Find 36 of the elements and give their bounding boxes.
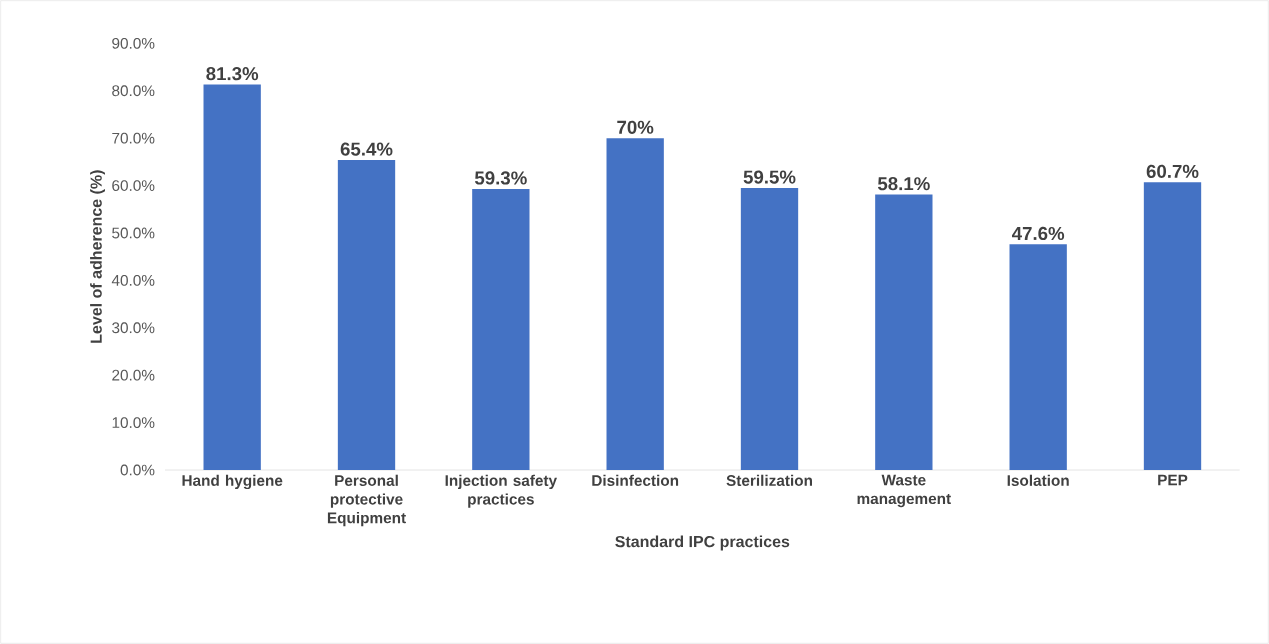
data-label: 58.1%: [877, 177, 930, 191]
y-tick-label: 10.0%: [112, 417, 155, 429]
y-tick-label: 30.0%: [112, 322, 155, 334]
x-tick-label: Personal protective Equipment: [327, 474, 406, 527]
data-label: 60.7%: [1146, 164, 1199, 178]
data-label: 59.5%: [743, 170, 796, 184]
y-tick-label: 20.0%: [112, 369, 155, 381]
y-tick-label: 50.0%: [112, 227, 155, 239]
x-tick-label: Hand hygiene: [182, 474, 283, 490]
y-tick-label: 40.0%: [111, 274, 155, 286]
data-label: 59.3%: [474, 171, 527, 185]
x-tick-label: Injection safety practices: [445, 474, 557, 508]
data-label: 81.3%: [206, 67, 259, 81]
bar: [740, 187, 799, 470]
x-tick-label: Disinfection: [592, 474, 679, 486]
data-label: 65.4%: [340, 142, 393, 156]
bar: [472, 188, 530, 470]
x-tick-label: Isolation: [1007, 474, 1069, 486]
x-tick-label: PEP: [1158, 474, 1188, 486]
y-tick-label: 0.0%: [120, 464, 155, 476]
x-axis-title: Standard IPC practices: [615, 535, 790, 551]
bar: [1009, 244, 1067, 470]
data-label: 70%: [617, 120, 654, 134]
bar: [1143, 182, 1202, 470]
bar: [337, 159, 396, 470]
x-tick-label: Sterilization: [726, 474, 812, 486]
y-axis-title: Level of adherence (%): [90, 170, 105, 343]
y-tick-label: 80.0%: [112, 85, 155, 97]
y-tick-label: 70.0%: [112, 132, 155, 144]
data-label: 47.6%: [1012, 226, 1065, 241]
bar: [875, 194, 933, 470]
bar: [606, 138, 664, 470]
y-tick-label: 90.0%: [112, 37, 155, 49]
bar: [203, 84, 261, 470]
y-tick-label: 60.0%: [112, 180, 155, 191]
x-tick-label: Waste management: [857, 474, 951, 508]
